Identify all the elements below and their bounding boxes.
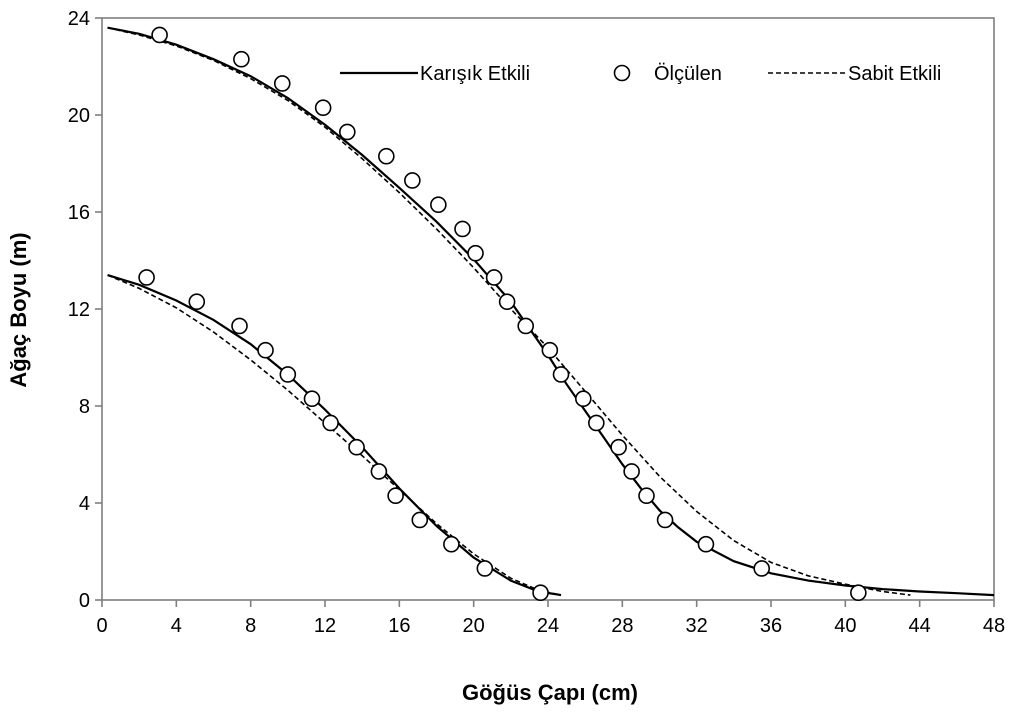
- data-point-olculen: [411, 511, 429, 529]
- x-axis-title: Göğüs Çapı (cm): [462, 680, 638, 705]
- data-point-olculen: [532, 584, 549, 602]
- y-tick-label: 12: [68, 299, 90, 321]
- x-tick-label: 0: [96, 615, 107, 637]
- data-point-olculen: [485, 269, 503, 286]
- data-point-olculen: [378, 147, 395, 165]
- series-line-karisik-etkili: [107, 26, 995, 597]
- data-point-olculen: [656, 511, 674, 529]
- legend-label-karisik-etkili: Karışık Etkili: [420, 63, 530, 85]
- data-point-olculen: [541, 341, 559, 359]
- data-point-olculen: [231, 317, 248, 335]
- x-tick-label: 20: [463, 615, 485, 637]
- legend-label-sabit-etkili: Sabit Etkili: [848, 63, 941, 85]
- data-point-olculen: [517, 317, 535, 335]
- data-point-olculen: [387, 487, 404, 505]
- data-point-olculen: [443, 535, 460, 553]
- y-tick-label: 8: [79, 396, 90, 418]
- data-point-olculen: [850, 584, 867, 602]
- series-line-sabit-etkili: [107, 274, 562, 596]
- data-point-olculen: [430, 196, 447, 214]
- data-point-olculen: [467, 244, 484, 262]
- x-tick-label: 8: [245, 615, 256, 637]
- legend-label-olculen: Ölçülen: [654, 63, 722, 85]
- data-point-olculen: [575, 390, 592, 408]
- data-point-olculen: [303, 390, 321, 408]
- x-tick-label: 36: [760, 615, 782, 637]
- y-tick-label: 20: [68, 105, 90, 127]
- x-tick-label: 44: [909, 615, 931, 637]
- x-tick-label: 28: [611, 615, 633, 637]
- y-tick-label: 24: [68, 8, 90, 30]
- y-tick-label: 16: [68, 202, 90, 224]
- x-tick-label: 4: [171, 615, 182, 637]
- data-point-olculen: [638, 487, 655, 505]
- data-point-olculen: [552, 366, 570, 383]
- data-point-olculen: [370, 463, 388, 480]
- data-point-olculen: [454, 220, 471, 238]
- data-point-olculen: [338, 123, 356, 141]
- data-point-olculen: [404, 172, 421, 189]
- data-point-olculen: [623, 463, 640, 480]
- x-tick-label: 40: [834, 615, 856, 637]
- series-line-karisik-etkili: [107, 274, 562, 597]
- data-point-olculen: [498, 293, 516, 311]
- data-point-olculen: [588, 414, 605, 432]
- data-point-olculen: [188, 293, 206, 311]
- x-tick-label: 16: [388, 615, 410, 637]
- data-point-olculen: [314, 99, 332, 117]
- data-point-olculen: [151, 26, 168, 44]
- data-point-olculen: [753, 560, 771, 577]
- plot-frame: [101, 17, 995, 601]
- data-point-olculen: [257, 341, 274, 359]
- data-point-olculen: [138, 269, 155, 286]
- data-point-olculen: [279, 366, 297, 383]
- series-line-sabit-etkili: [107, 26, 911, 596]
- data-point-olculen: [322, 414, 339, 432]
- x-tick-label: 24: [537, 615, 559, 637]
- data-point-olculen: [610, 438, 627, 456]
- legend-swatch-olculen: [613, 64, 631, 82]
- data-point-olculen: [233, 50, 250, 68]
- y-tick-label: 0: [79, 590, 90, 612]
- data-point-olculen: [348, 438, 365, 456]
- data-point-olculen: [697, 535, 715, 553]
- data-point-olculen: [476, 560, 494, 577]
- y-tick-label: 4: [79, 493, 90, 515]
- legend: Karışık Etkili Ölçülen Sabit Etkili: [340, 63, 941, 85]
- x-tick-label: 12: [314, 615, 336, 637]
- x-tick-label: 48: [983, 615, 1005, 637]
- x-tick-label: 32: [686, 615, 708, 637]
- y-axis-title: Ağaç Boyu (m): [6, 232, 31, 387]
- data-point-olculen: [273, 75, 291, 92]
